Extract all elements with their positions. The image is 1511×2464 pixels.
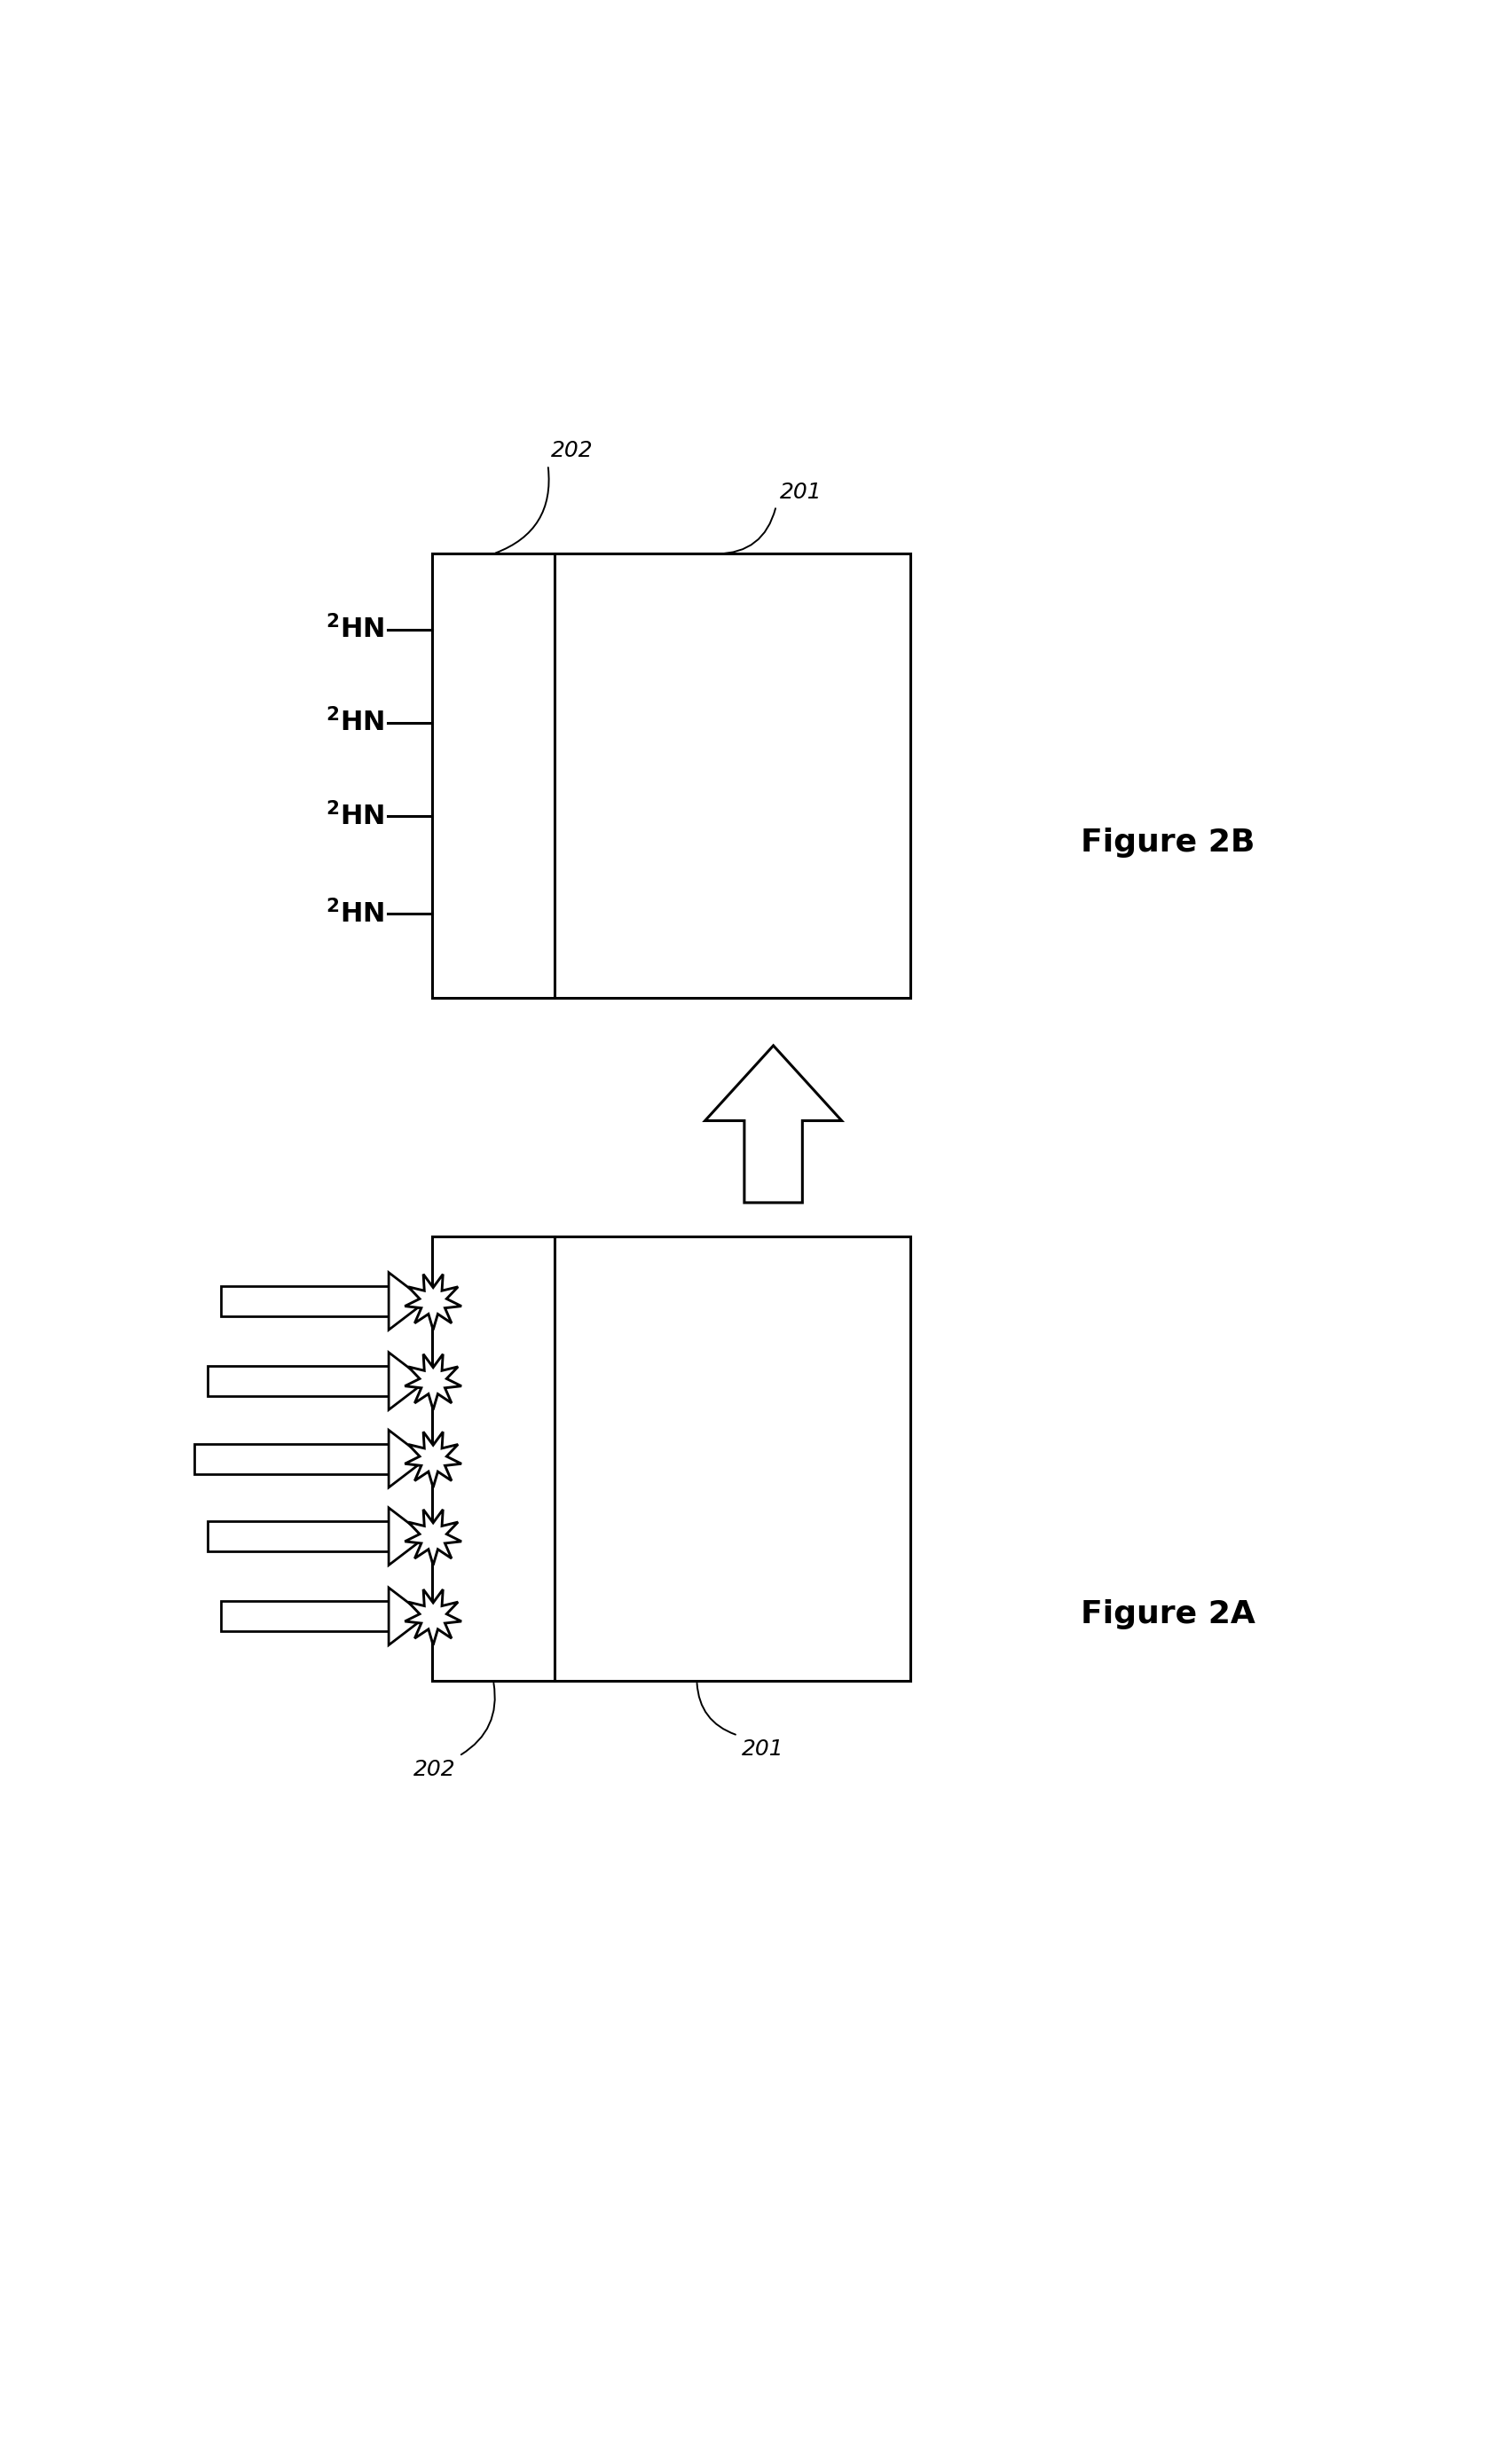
Text: $\mathbf{^2HN}$: $\mathbf{^2HN}$ xyxy=(325,616,384,643)
Polygon shape xyxy=(405,1589,461,1646)
Bar xyxy=(193,1444,388,1473)
Text: Figure 2B: Figure 2B xyxy=(1080,828,1256,857)
Bar xyxy=(207,1365,388,1397)
Polygon shape xyxy=(405,1432,461,1488)
Text: 202: 202 xyxy=(552,441,594,461)
Polygon shape xyxy=(388,1508,426,1565)
Polygon shape xyxy=(388,1429,426,1488)
Bar xyxy=(432,554,910,998)
Bar xyxy=(221,1286,388,1316)
Text: Figure 2A: Figure 2A xyxy=(1080,1599,1256,1629)
Text: 202: 202 xyxy=(414,1759,456,1781)
Bar xyxy=(221,1602,388,1631)
Bar xyxy=(207,1520,388,1552)
Polygon shape xyxy=(706,1045,842,1202)
Text: 201: 201 xyxy=(742,1740,784,1759)
Text: $\mathbf{^2HN}$: $\mathbf{^2HN}$ xyxy=(325,801,384,830)
Text: $\mathbf{^2HN}$: $\mathbf{^2HN}$ xyxy=(325,707,384,737)
Text: $\mathbf{^2HN}$: $\mathbf{^2HN}$ xyxy=(325,899,384,929)
Polygon shape xyxy=(405,1274,461,1331)
Polygon shape xyxy=(388,1271,426,1331)
Polygon shape xyxy=(405,1510,461,1565)
Text: 201: 201 xyxy=(780,480,822,503)
Polygon shape xyxy=(388,1587,426,1646)
Polygon shape xyxy=(405,1355,461,1409)
Polygon shape xyxy=(388,1353,426,1409)
Bar xyxy=(432,1237,910,1680)
